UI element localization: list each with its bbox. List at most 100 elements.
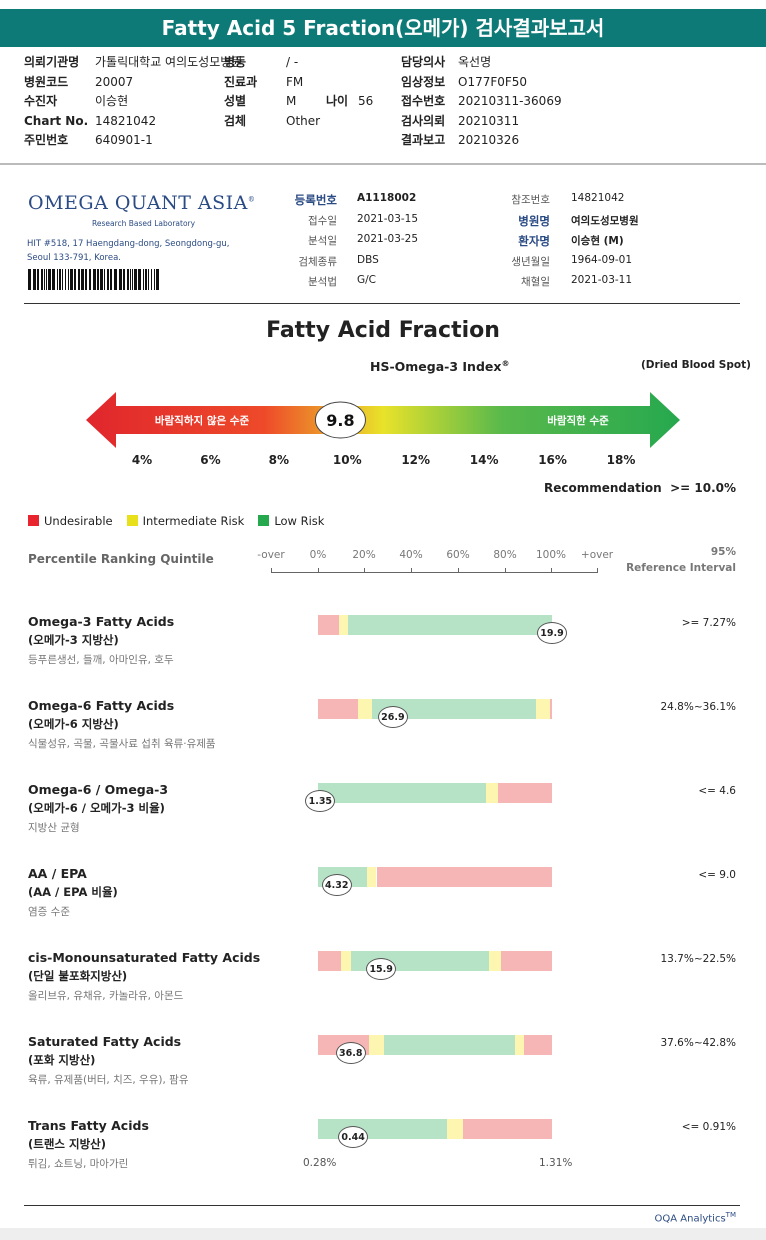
scale-label: -over (257, 549, 285, 561)
undesirable-text: 바람직하지 않은 수준 (155, 414, 250, 427)
fatty-acid-name: cis-Monounsaturated Fatty Acids (28, 950, 261, 965)
result-row: Trans Fatty Acids (트랜스 지방산) 튀김, 쇼트닝, 마아가린 <… (0, 1116, 766, 1196)
sample-note: (Dried Blood Spot) (641, 359, 751, 371)
info-value: 가톨릭대학교 여의도성모병원 (95, 55, 243, 69)
info-row: 진료과 FM (224, 73, 373, 93)
food-sources: 지방산 균형 (28, 822, 80, 834)
legend-swatch (126, 515, 138, 526)
zone-green (383, 1035, 515, 1055)
zone-green (318, 783, 487, 803)
fatty-acid-name: Omega-3 Fatty Acids (28, 614, 175, 629)
info-label: 수진자 (24, 94, 58, 108)
info-right: 담당의사 옥선명 임상정보 O177F0F50 접수번호 20210311-36069 검사… (401, 53, 562, 151)
info-value: M (286, 94, 297, 108)
zone-yellow (369, 1035, 384, 1055)
result-row: Omega-6 Fatty Acids (오메가-6 지방산) 식물성유, 곡물, … (0, 696, 766, 776)
legend-swatch (258, 515, 270, 526)
info-value: 20210311-36069 (458, 94, 562, 108)
info-value: 640901-1 (95, 133, 153, 147)
result-row: Saturated Fatty Acids (포화 지방산) 육류, 유제품(버터,… (0, 1032, 766, 1112)
info-row: 검체 Other (224, 112, 373, 132)
meta-value: DBS (357, 253, 379, 266)
food-sources: 염증 수준 (28, 906, 70, 918)
reference-header: 95% Reference Interval (626, 546, 736, 574)
meta-label: 분석법 (308, 276, 337, 288)
fatty-acid-name: Trans Fatty Acids (28, 1118, 149, 1133)
index-tick: 10% (332, 453, 362, 467)
meta-label: 분석일 (308, 235, 337, 247)
zone-yellow (341, 951, 351, 971)
info-label: 나이 (326, 94, 349, 108)
zone-red (318, 699, 358, 719)
scale-tick (411, 568, 412, 573)
result-marker: 26.9 (377, 706, 408, 728)
info-label: 진료과 (224, 74, 258, 89)
page-gutter (0, 1228, 766, 1240)
index-value: 9.8 (326, 411, 354, 430)
index-tick: 6% (200, 453, 221, 467)
info-label: 성별 (224, 94, 247, 108)
fatty-acid-name: Omega-6 / Omega-3 (28, 782, 169, 797)
info-row: 의뢰기관명 가톨릭대학교 여의도성모병원 (24, 53, 242, 73)
info-row: 수진자 이승현 (24, 92, 242, 112)
fatty-acid-name: Saturated Fatty Acids (28, 1034, 182, 1049)
food-sources: 올리브유, 유채유, 카놀라유, 아몬드 (28, 990, 184, 1002)
index-tick: 16% (538, 453, 567, 467)
fatty-acid-name: AA / EPA (28, 866, 87, 881)
fatty-acid-korean: (AA / EPA 비율) (28, 885, 118, 899)
index-marker: 9.8 (314, 401, 366, 439)
index-tick: 12% (401, 453, 431, 467)
index-tick: 18% (606, 453, 636, 467)
food-sources: 식물성유, 곡물, 곡물사료 섭취 육류·유제품 (28, 738, 216, 750)
meta-value: 여의도성모병원 (571, 214, 639, 227)
legend-label: Intermediate Risk (142, 514, 245, 528)
legend-item: Intermediate Risk (126, 514, 245, 528)
result-marker: 36.8 (335, 1042, 366, 1064)
zone-red (318, 951, 342, 971)
zone-yellow (367, 867, 377, 887)
reference-interval: <= 9.0 (698, 869, 736, 881)
info-label: 결과보고 (401, 133, 446, 147)
info-mid: 병동 / - 진료과 FM 성별 M 나이 56 검체 Other (224, 53, 373, 131)
scale-tick (364, 568, 365, 573)
legend-label: Undesirable (44, 514, 113, 528)
meta-value: A1118002 (357, 192, 417, 204)
reference-interval: 37.6%~42.8% (660, 1037, 736, 1049)
info-value: 20210326 (458, 133, 520, 147)
info-label: 주민번호 (24, 133, 69, 147)
result-marker: 4.32 (321, 874, 352, 896)
scale-label: 100% (535, 549, 567, 561)
lab-logo: OMEGA QUANT ASIA® (28, 192, 256, 214)
info-value: O177F0F50 (458, 74, 528, 89)
fatty-acid-korean: (오메가-3 지방산) (28, 633, 119, 647)
index-tick: 4% (131, 453, 153, 467)
info-row: 주민번호 640901-1 (24, 131, 242, 151)
meta-label: 접수일 (308, 214, 337, 227)
food-sources: 튀김, 쇼트닝, 마아가린 (28, 1158, 129, 1170)
meta-label: 검체종류 (298, 255, 337, 268)
zone-red (318, 615, 340, 635)
result-row: AA / EPA (AA / EPA 비율) 염증 수준 <= 9.0 4.32 (0, 864, 766, 944)
info-value: FM (286, 74, 304, 89)
fatty-acid-korean: (오메가-6 / 오메가-3 비율) (28, 801, 165, 815)
info-row: 병원코드 20007 (24, 73, 242, 93)
meta-value: 1964-09-01 (571, 253, 633, 266)
info-row: 접수번호 20210311-36069 (401, 92, 562, 112)
meta-value: G/C (357, 274, 377, 286)
percentile-label: Percentile Ranking Quintile (28, 552, 214, 566)
legend: Undesirable Intermediate Risk Low Risk (28, 514, 324, 528)
meta-value: 14821042 (571, 192, 625, 204)
fatty-acid-korean: (단일 불포화지방산) (28, 969, 128, 983)
index-subtitle: HS-Omega-3 Index® (370, 359, 510, 375)
percentile-bar (318, 699, 552, 719)
result-marker: 15.9 (366, 958, 397, 980)
percentile-bar (318, 615, 552, 635)
info-row: 성별 M 나이 56 (224, 92, 373, 112)
info-label: 임상정보 (401, 74, 446, 89)
result-row: Omega-6 / Omega-3 (오메가-6 / 오메가-3 비율) 지방산 균… (0, 780, 766, 860)
zone-green (348, 615, 552, 635)
info-row: Chart No. 14821042 (24, 112, 242, 132)
scale-tick (318, 568, 319, 573)
info-value: Other (286, 113, 321, 128)
scale-tick (551, 568, 552, 573)
